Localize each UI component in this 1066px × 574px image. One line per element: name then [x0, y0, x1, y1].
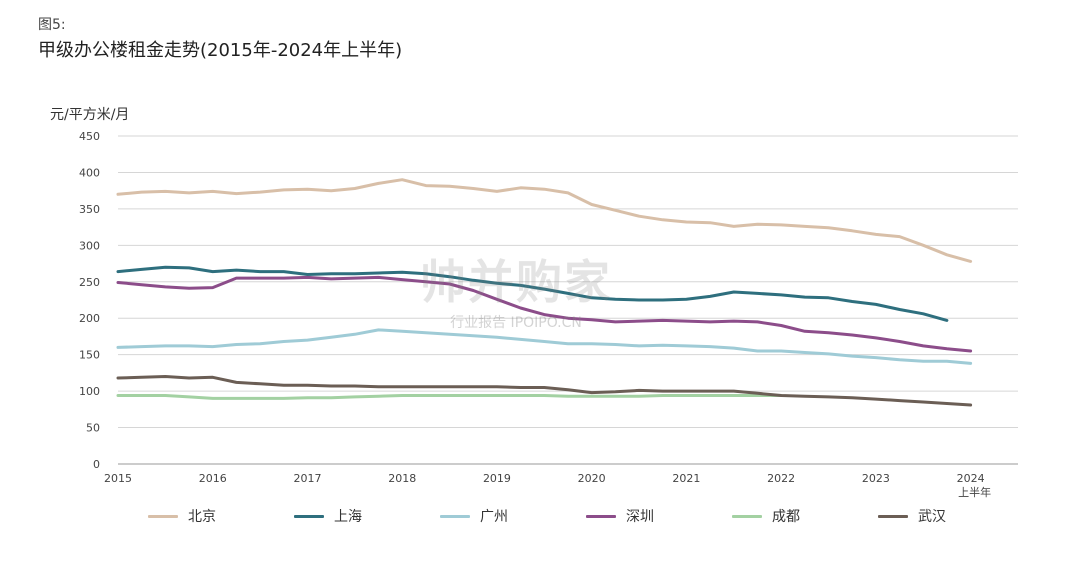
chart-legend: 北京 上海 广州 深圳 成都 武汉: [148, 506, 1024, 526]
y-tick-label: 300: [79, 239, 100, 252]
legend-swatch: [294, 514, 324, 518]
x-tick-label: 2019: [483, 472, 511, 485]
x-tick-label: 2015: [104, 472, 132, 485]
series-line-成都: [116, 394, 783, 400]
legend-label: 北京: [188, 509, 216, 525]
legend-swatch: [586, 514, 616, 518]
y-tick-label: 250: [79, 276, 100, 289]
x-tick-label: 2023: [862, 472, 890, 485]
x-tick-label: 2018: [388, 472, 416, 485]
legend-item: 北京: [148, 506, 294, 526]
legend-swatch: [878, 514, 908, 518]
legend-item: 上海: [294, 506, 440, 526]
y-tick-label: 100: [79, 385, 100, 398]
y-tick-label: 150: [79, 349, 100, 362]
legend-swatch: [148, 514, 178, 518]
legend-swatch: [732, 514, 762, 518]
legend-item: 成都: [732, 506, 878, 526]
figure-label: 图5:: [38, 17, 66, 33]
y-tick-label: 50: [86, 422, 100, 435]
x-tick-sublabel: 上半年: [958, 485, 991, 499]
series-line-深圳: [116, 275, 973, 353]
legend-item: 深圳: [586, 506, 732, 526]
series-line-广州: [116, 328, 973, 365]
legend-swatch: [440, 514, 470, 518]
y-tick-label: 450: [79, 130, 100, 143]
y-tick-label: 400: [79, 166, 100, 179]
legend-label: 成都: [772, 509, 800, 525]
series-line-武汉: [116, 375, 973, 407]
x-tick-label: 2022: [767, 472, 795, 485]
x-tick-label: 2016: [199, 472, 227, 485]
x-tick-label: 2020: [578, 472, 606, 485]
y-axis-unit-label: 元/平方米/月: [50, 107, 130, 123]
legend-item: 武汉: [878, 506, 1024, 526]
chart-title: 甲级办公楼租金走势(2015年-2024年上半年): [38, 40, 403, 61]
series-line-上海: [116, 265, 949, 322]
y-tick-label: 0: [93, 458, 100, 471]
y-tick-label: 350: [79, 203, 100, 216]
legend-label: 上海: [334, 509, 362, 525]
x-tick-label: 2024: [957, 472, 985, 485]
legend-label: 深圳: [626, 509, 654, 525]
legend-label: 武汉: [918, 509, 946, 525]
x-tick-label: 2017: [293, 472, 321, 485]
y-tick-label: 200: [79, 312, 100, 325]
series-line-北京: [116, 178, 973, 263]
x-tick-label: 2021: [672, 472, 700, 485]
legend-label: 广州: [480, 509, 508, 525]
legend-item: 广州: [440, 506, 586, 526]
